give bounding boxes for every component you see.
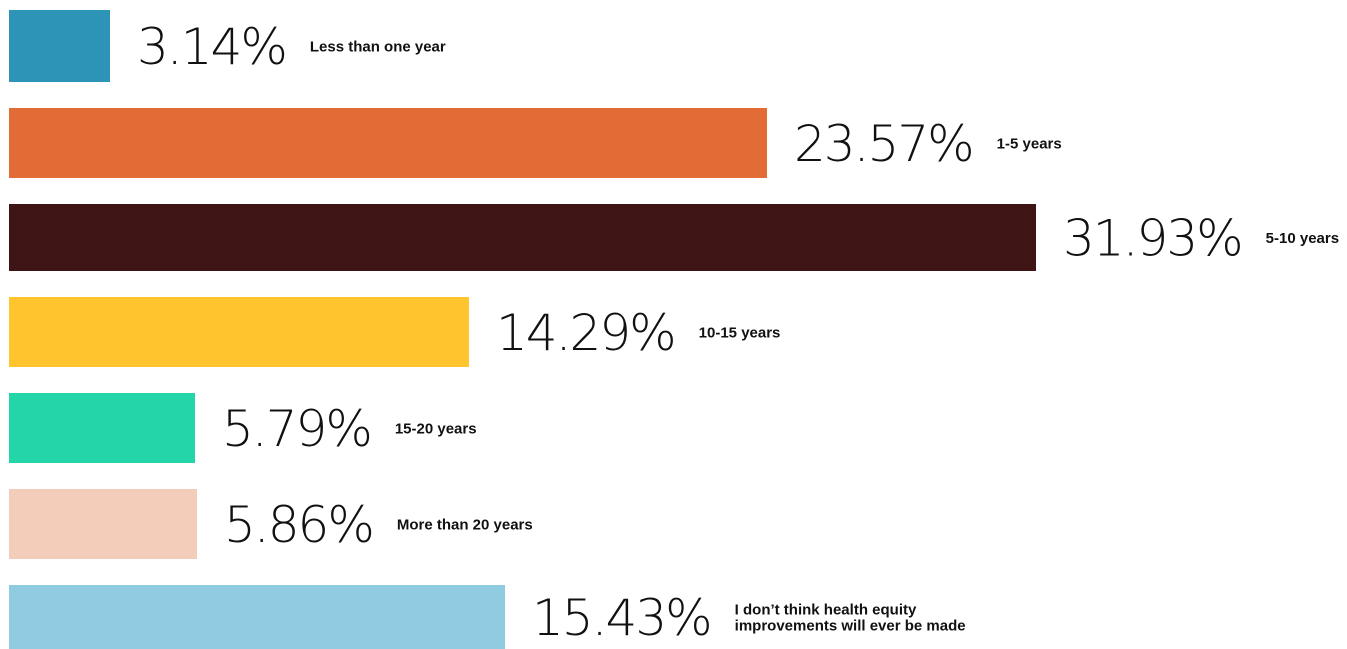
value-label: 5.86% [224, 496, 373, 554]
bar [9, 393, 195, 463]
value-label: 3.14% [137, 18, 286, 76]
category-label: 15-20 years [395, 420, 477, 437]
value-label: 5.79% [222, 400, 371, 458]
bar-row: 15.43% I don’t think health equity improve… [9, 585, 966, 649]
bar-row: 23.57% 1-5 years [9, 108, 1062, 178]
value-label: 15.43% [532, 589, 711, 647]
bar [9, 585, 505, 649]
bar [9, 204, 1036, 271]
category-label-line: improvements will ever be made [735, 617, 966, 634]
category-label: I don’t think health equity improvements … [735, 601, 966, 634]
category-label: More than 20 years [397, 516, 533, 533]
category-label-line: 15-20 years [395, 420, 477, 437]
category-label: Less than one year [310, 38, 446, 55]
category-label: 1-5 years [997, 135, 1062, 152]
category-label-line: More than 20 years [397, 516, 533, 533]
category-label: 5-10 years [1266, 230, 1339, 247]
category-label-line: Less than one year [310, 38, 446, 55]
bar-row: 31.93% 5-10 years [9, 204, 1339, 271]
category-label-line: 5-10 years [1266, 230, 1339, 247]
bar [9, 489, 197, 559]
bar-row: 5.86% More than 20 years [9, 489, 533, 559]
bar-row: 5.79% 15-20 years [9, 393, 477, 463]
bar-row: 3.14% Less than one year [9, 10, 446, 82]
bar [9, 108, 767, 178]
category-label-line: I don’t think health equity [735, 601, 917, 618]
category-label-line: 1-5 years [997, 135, 1062, 152]
bar-row: 14.29% 10-15 years [9, 297, 780, 367]
category-label: 10-15 years [699, 324, 781, 341]
category-label-line: 10-15 years [699, 324, 781, 341]
bar [9, 297, 469, 367]
value-label: 31.93% [1063, 210, 1242, 268]
bar [9, 10, 110, 82]
value-label: 14.29% [496, 304, 675, 362]
value-label: 23.57% [794, 115, 973, 173]
